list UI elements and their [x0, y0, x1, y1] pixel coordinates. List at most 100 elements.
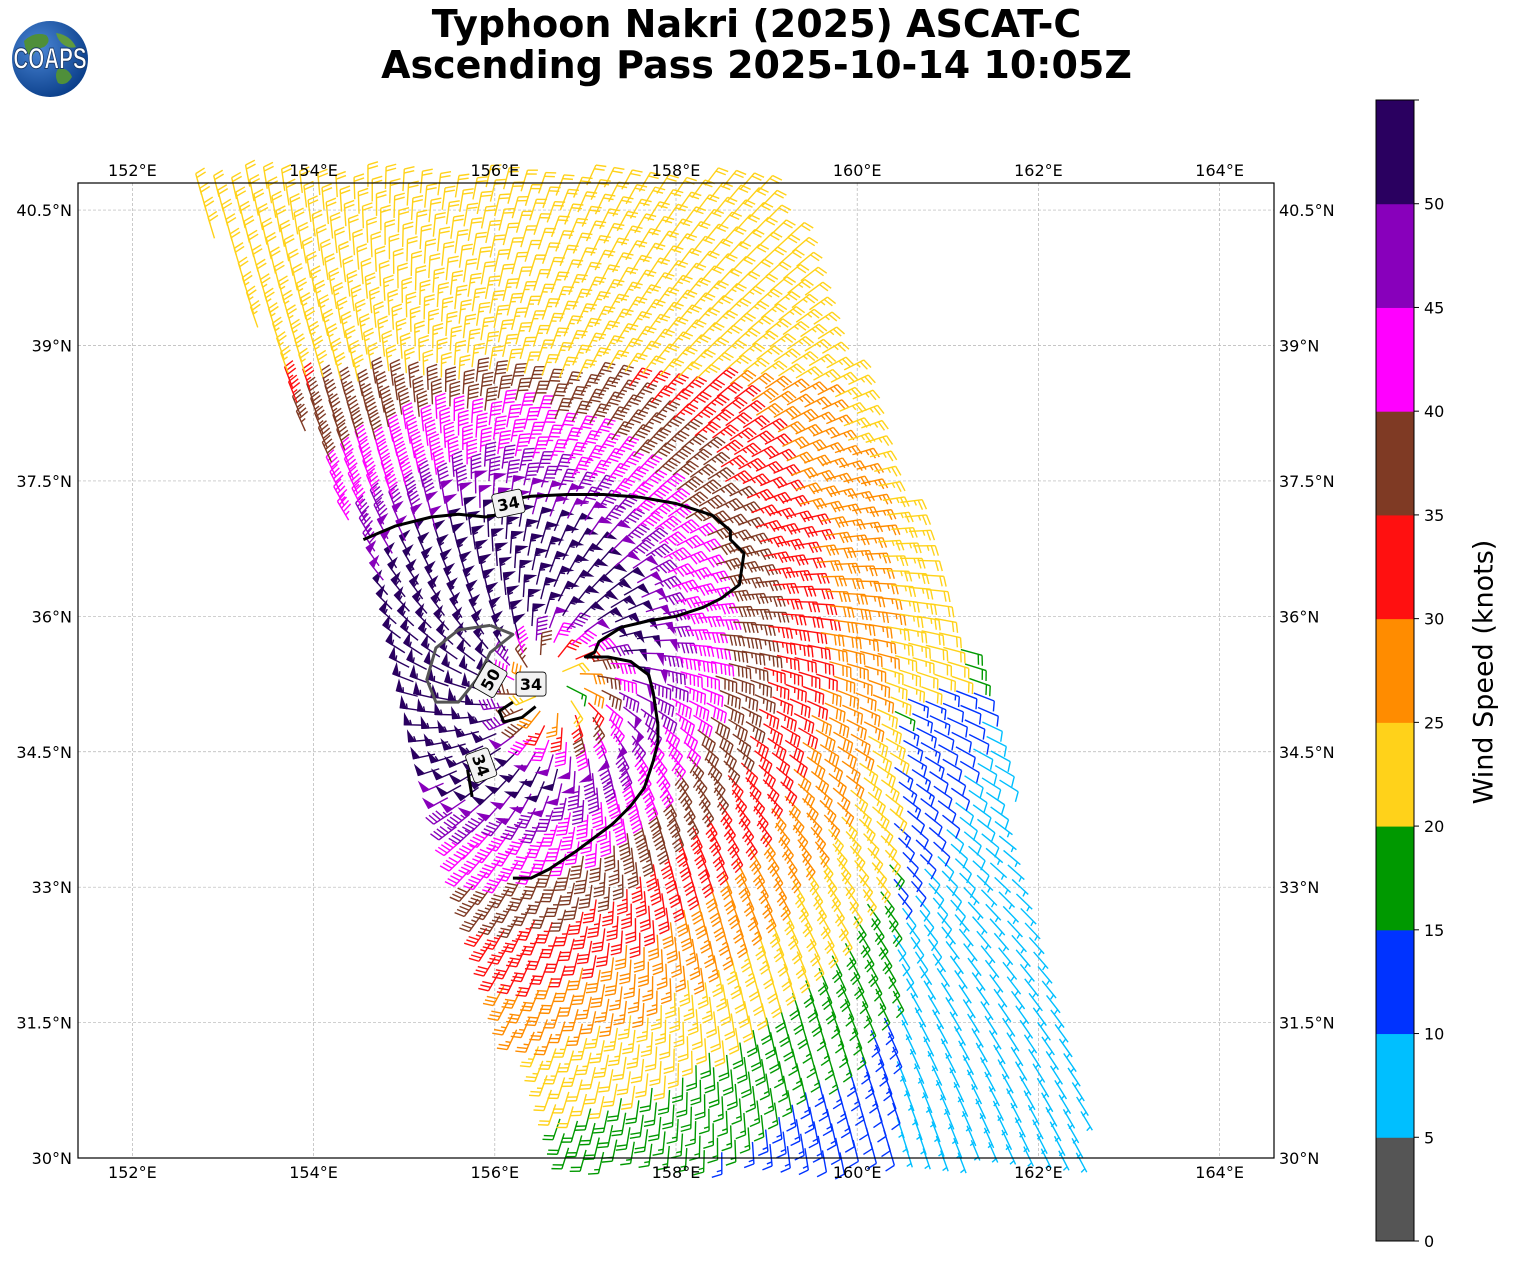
- wind-barb: [328, 267, 340, 295]
- wind-barb: [720, 454, 749, 468]
- wind-barb: [310, 391, 323, 419]
- wind-barb: [453, 724, 480, 738]
- wind-barb: [937, 856, 955, 882]
- wind-barb: [823, 814, 841, 841]
- wind-barb: [283, 360, 297, 388]
- wind-barb: [975, 986, 990, 1007]
- wind-barb: [795, 482, 823, 495]
- wind-barb: [546, 1133, 565, 1155]
- wind-barb: [691, 235, 716, 255]
- wind-barb: [420, 546, 433, 573]
- wind-barb: [354, 298, 366, 326]
- wind-barb: [722, 816, 737, 844]
- wind-barb: [375, 371, 387, 399]
- wind-barb: [867, 791, 886, 816]
- wind-barb: [849, 845, 866, 872]
- wind-barb: [880, 891, 895, 918]
- wind-barb: [478, 971, 501, 992]
- wind-barb: [958, 928, 974, 948]
- right-lat-label: 40.5°N: [1279, 201, 1335, 220]
- wind-barb: [539, 936, 558, 959]
- wind-barb: [275, 205, 287, 233]
- wind-barb: [1019, 1019, 1034, 1040]
- wind-barb: [941, 870, 959, 897]
- wind-barb: [849, 901, 863, 929]
- wind-barb: [984, 959, 1000, 980]
- wind-barb: [607, 349, 630, 370]
- wind-barb: [572, 926, 588, 950]
- wind-barb: [764, 375, 793, 389]
- wind-barb: [696, 785, 711, 813]
- contour-label: 34: [515, 671, 547, 697]
- wind-barb: [690, 292, 716, 310]
- wind-barb: [985, 903, 1002, 923]
- wind-barb: [513, 751, 537, 773]
- wind-barb: [559, 882, 576, 906]
- wind-barb: [853, 916, 867, 944]
- wind-barb: [607, 1098, 623, 1122]
- wind-barb: [744, 833, 758, 861]
- right-lat-label: 30°N: [1279, 1149, 1319, 1168]
- wind-barb: [694, 538, 722, 553]
- wind-barb: [562, 953, 580, 976]
- wind-barb: [373, 496, 388, 525]
- wind-barb: [391, 428, 405, 457]
- wind-barb: [283, 234, 295, 262]
- wind-barb: [677, 304, 702, 323]
- wind-barb: [884, 905, 899, 933]
- wind-barb: [697, 855, 711, 884]
- colorbar-tick-label: 35: [1424, 506, 1444, 525]
- top-lon-label: 154°E: [289, 161, 338, 180]
- wind-barb: [207, 210, 219, 239]
- wind-barb: [520, 822, 541, 844]
- wind-barb: [584, 1025, 601, 1049]
- wind-barb: [946, 829, 965, 854]
- wind-barb: [478, 553, 492, 579]
- wind-barb: [680, 550, 709, 565]
- bottom-lon-label: 156°E: [470, 1163, 519, 1182]
- wind-barb: [336, 422, 350, 450]
- wind-barb: [775, 766, 794, 792]
- wind-barb: [888, 920, 903, 948]
- wind-barb: [1002, 905, 1020, 925]
- wind-barb: [902, 795, 922, 820]
- wind-barb: [524, 1004, 544, 1027]
- wind-barb: [452, 786, 479, 802]
- wind-barb: [368, 554, 384, 581]
- wind-barb: [786, 335, 815, 350]
- wind-barb: [793, 824, 809, 852]
- wind-barb: [396, 601, 415, 627]
- wind-barb: [599, 1013, 614, 1038]
- wind-barb: [424, 419, 437, 446]
- wind-barb: [467, 830, 492, 849]
- wind-barb: [813, 311, 841, 325]
- wind-barb: [824, 702, 846, 723]
- colorbar-tick-label: 25: [1424, 713, 1444, 732]
- wind-barb: [713, 913, 726, 942]
- wind-barb: [554, 868, 571, 891]
- wind-barb: [486, 888, 510, 909]
- wind-barb: [528, 1075, 548, 1097]
- wind-barb: [967, 901, 984, 921]
- wind-barb: [800, 266, 828, 282]
- wind-barb: [1054, 1024, 1069, 1044]
- wind-barb: [747, 430, 775, 443]
- wind-barb: [731, 789, 748, 816]
- top-lon-label: 162°E: [1014, 161, 1063, 180]
- wind-barb: [332, 407, 346, 436]
- wind-barb: [409, 431, 423, 459]
- wind-barb: [585, 969, 601, 994]
- wind-barb: [968, 845, 986, 871]
- wind-barb: [699, 265, 725, 284]
- wind-barb: [287, 248, 299, 276]
- wind-barb: [448, 772, 475, 785]
- wind-barb: [703, 451, 731, 466]
- wind-barb: [867, 847, 884, 874]
- wind-barb: [989, 862, 1008, 880]
- wind-barb: [955, 802, 975, 826]
- wind-barb: [1037, 1021, 1051, 1042]
- wind-barb: [778, 306, 806, 321]
- wind-barb: [358, 509, 373, 538]
- wind-barb: [866, 903, 881, 931]
- wind-barb: [520, 934, 540, 956]
